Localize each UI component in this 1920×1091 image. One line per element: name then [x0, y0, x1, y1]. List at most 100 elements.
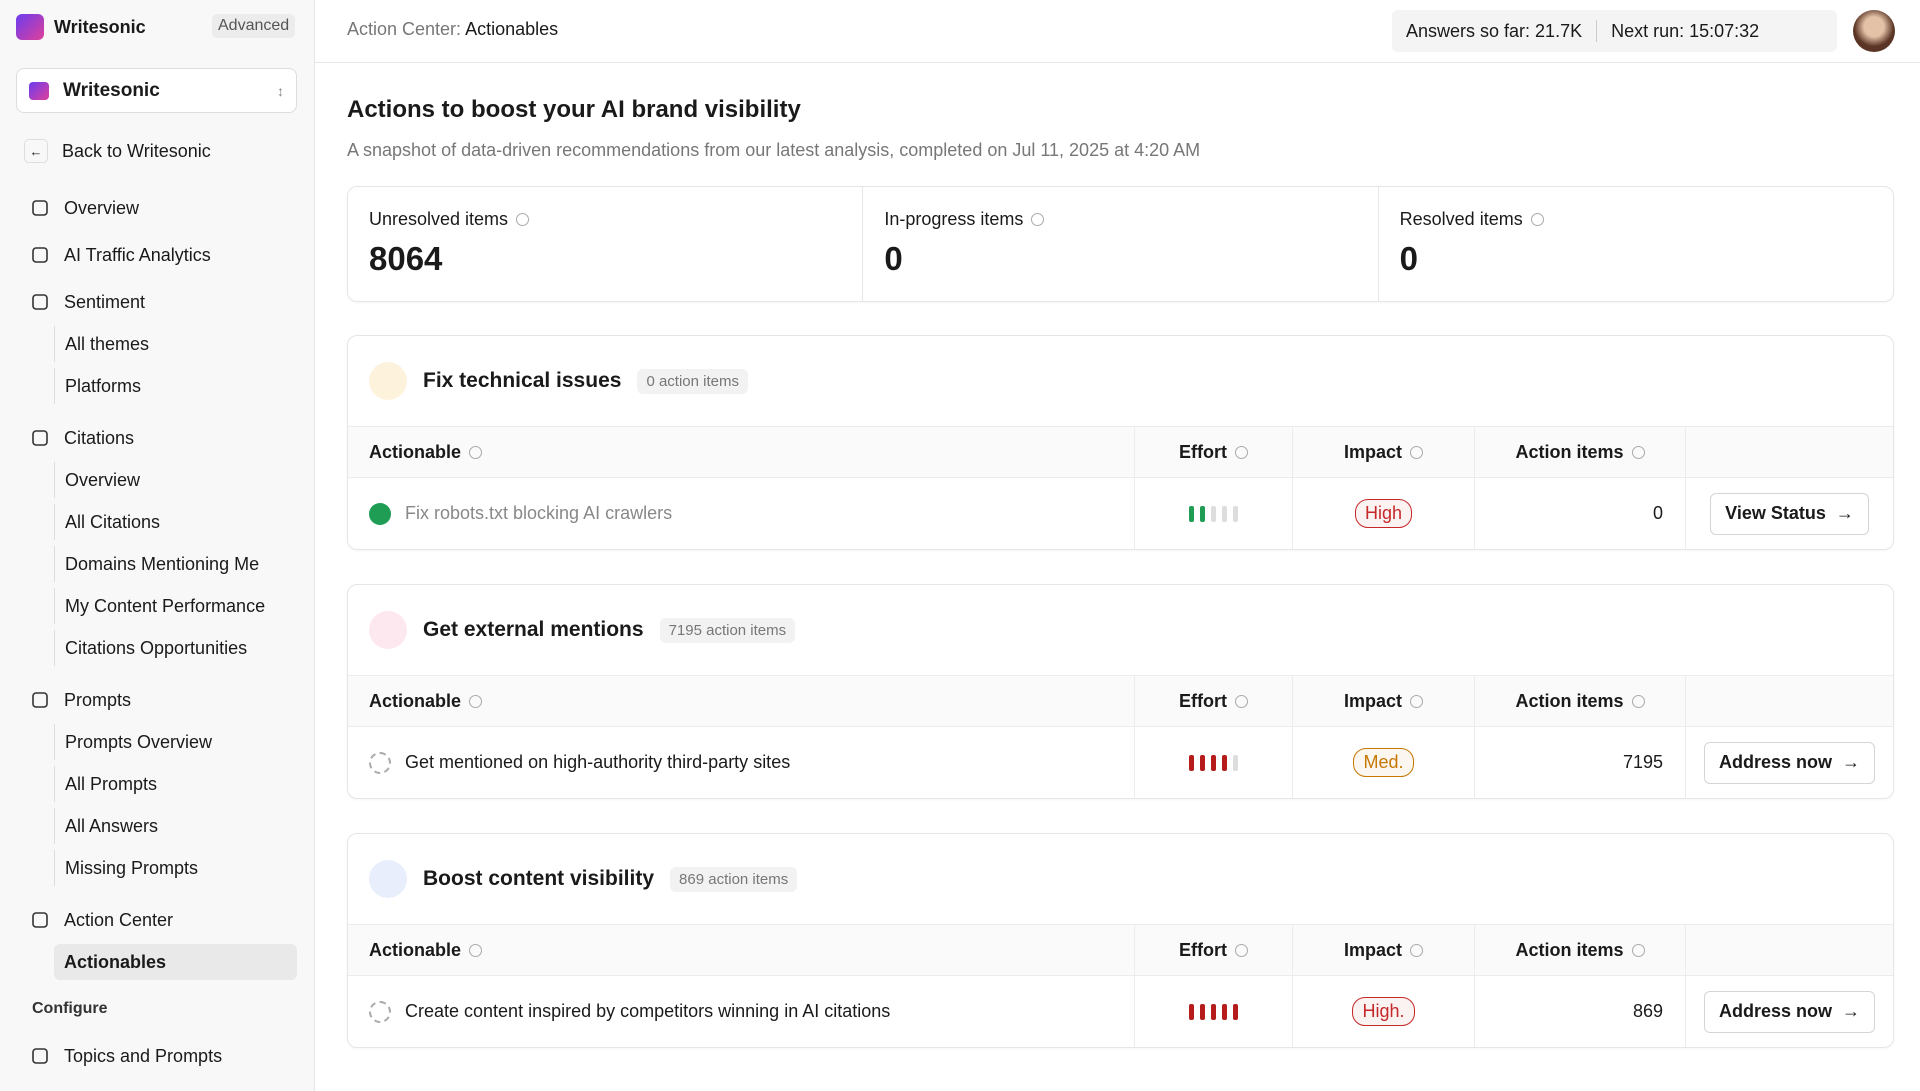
back-icon: ← — [24, 139, 48, 163]
status-icon — [369, 502, 391, 525]
nav-subitem[interactable]: Platforms — [54, 368, 297, 404]
nav-subitem[interactable]: My Content Performance — [54, 588, 297, 624]
nav-subitem[interactable]: Citations Opportunities — [54, 630, 297, 666]
nav-item[interactable]: Action Center — [30, 902, 173, 938]
button-cell: View Status → — [1685, 478, 1893, 549]
help-icon — [1031, 213, 1045, 226]
actionable-name: Get mentioned on high-authority third-pa… — [405, 752, 791, 772]
column-header: Action items — [1474, 925, 1685, 975]
count-badge: 0 action items — [637, 368, 748, 394]
effort-bar — [1222, 505, 1227, 522]
stat: Unresolved items 8064 — [348, 187, 862, 301]
action-items-cell: 869 — [1474, 976, 1685, 1047]
nav-subitem[interactable]: Missing Prompts — [54, 850, 297, 886]
column-label: Actionable — [369, 939, 462, 960]
button-label: View Status — [1725, 503, 1826, 523]
breadcrumb-prefix: Action Center: — [347, 19, 462, 39]
nav-subitem[interactable]: All themes — [54, 326, 297, 362]
top-bar: Action Center: Actionables Answers so far… — [315, 0, 1920, 63]
action-button[interactable]: Address now → — [1703, 741, 1876, 784]
nav-label: Citations — [64, 427, 135, 448]
impact-cell: High — [1292, 478, 1474, 549]
column-label: Impact — [1343, 441, 1403, 462]
actionable-cell: Get mentioned on high-authority third-pa… — [348, 727, 1134, 798]
run-status: Answers so far: 21.7K Next run: 15:07:32 — [1392, 10, 1837, 52]
help-icon — [1410, 943, 1424, 957]
avatar[interactable] — [1853, 10, 1895, 52]
effort-bar — [1222, 1003, 1227, 1020]
table-head: Actionable Effort Impact Action items — [348, 426, 1893, 478]
nav-item[interactable]: Prompts — [30, 682, 131, 718]
nav-subitem[interactable]: Domains Mentioning Me — [54, 546, 297, 582]
nav-item[interactable]: Overview — [30, 190, 139, 226]
nav-sublabel: All Answers — [65, 815, 159, 836]
actionable-name: Fix robots.txt blocking AI crawlers — [405, 503, 673, 523]
chevron: ↕ — [277, 82, 284, 99]
nav-item[interactable]: Topics and Prompts — [30, 1038, 222, 1074]
stat-label-text: Unresolved items — [369, 209, 509, 229]
nav-sublabel: Platforms — [65, 375, 142, 396]
column-label: Action items — [1515, 441, 1624, 462]
nav-subitem[interactable]: All Prompts — [54, 766, 297, 802]
section-icon — [369, 860, 407, 898]
help-icon — [469, 694, 483, 708]
logo — [16, 14, 44, 40]
nav-subitem[interactable]: Overview — [54, 462, 297, 498]
arrow: → — [1842, 1001, 1861, 1021]
column-label: Effort — [1179, 441, 1227, 462]
back-label: Back to Writesonic — [62, 140, 211, 161]
effort-bar — [1222, 754, 1227, 771]
effort-bar — [1211, 754, 1216, 771]
impact-pill: High — [1354, 499, 1413, 528]
table-head: Actionable Effort Impact Action items — [348, 924, 1893, 976]
nav-item[interactable]: Sentiment — [30, 284, 145, 320]
nav-subitem[interactable]: Actionables — [54, 944, 297, 980]
nav-subitem[interactable]: All Answers — [54, 808, 297, 844]
nav-item[interactable]: AI Traffic Analytics — [30, 237, 211, 273]
sidebar: Writesonic Advanced Writesonic ↕ ← Back to Wr… — [0, 0, 315, 1091]
table-row: Get mentioned on high-authority third-pa… — [348, 727, 1893, 798]
action-button[interactable]: Address now → — [1703, 990, 1876, 1033]
column-header: Action items — [1474, 427, 1685, 477]
impact-cell: High. — [1292, 976, 1474, 1047]
column-label: Effort — [1179, 690, 1227, 711]
section-header: Fix technical issues 0 action items — [348, 336, 1893, 426]
plan-badge: Advanced — [212, 14, 296, 38]
stat-label: Resolved items — [1400, 209, 1872, 230]
section-header: Boost content visibility 869 action items — [348, 834, 1893, 924]
table-row: Create content inspired by competitors w… — [348, 976, 1893, 1047]
effort-cell — [1134, 976, 1292, 1047]
section-heading: Configure — [32, 1000, 108, 1017]
table-head: Actionable Effort Impact Action items — [348, 675, 1893, 727]
nav-item[interactable]: Citations — [30, 420, 134, 456]
breadcrumb: Action Center: Actionables — [347, 19, 558, 40]
stat-value: 0 — [1399, 240, 1419, 277]
nav-sublabel: Prompts Overview — [65, 731, 213, 752]
column-header: Action items — [1474, 676, 1685, 726]
effort-bar — [1189, 505, 1194, 522]
column-label: Impact — [1343, 690, 1403, 711]
workspace-select[interactable]: Writesonic ↕ — [16, 68, 297, 113]
nav-subitem[interactable]: Prompts Overview — [54, 724, 297, 760]
back-link[interactable]: ← Back to Writesonic — [24, 133, 211, 169]
status-icon — [369, 751, 391, 774]
help-icon — [1410, 445, 1424, 459]
effort-bar — [1233, 754, 1238, 771]
effort-bar — [1211, 1003, 1216, 1020]
nav-subitem[interactable]: All Citations — [54, 504, 297, 540]
action-items-count: 7195 — [1622, 752, 1663, 772]
workspace-name: Writesonic — [63, 79, 160, 101]
action-button[interactable]: View Status → — [1710, 492, 1869, 535]
button-label: Address now — [1718, 752, 1833, 772]
help-icon — [1235, 943, 1248, 957]
column-header: Impact — [1292, 427, 1474, 477]
help-icon — [1631, 943, 1645, 957]
effort-bar — [1200, 1003, 1205, 1020]
stat-label: In-progress items — [884, 209, 1356, 230]
nav-label: Sentiment — [64, 291, 146, 312]
page-subtitle: A snapshot of data-driven recommendation… — [347, 140, 1201, 160]
nav-sublabel: All Citations — [65, 511, 161, 532]
action-items-count: 869 — [1632, 1001, 1663, 1021]
column-header: Impact — [1292, 925, 1474, 975]
